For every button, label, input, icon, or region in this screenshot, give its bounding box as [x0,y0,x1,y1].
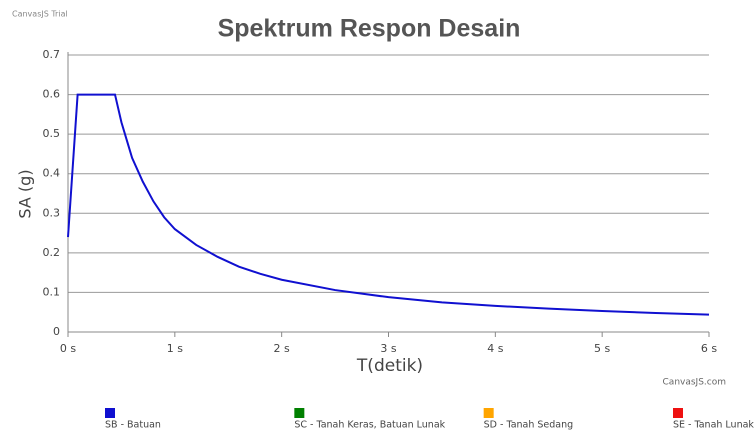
x-tick-label: 5 s [594,342,610,355]
credit: CanvasJS Trial [12,10,68,19]
legend-label: SC - Tanah Keras, Batuan Lunak [294,420,445,431]
legend-label: SE - Tanah Lunak [673,420,754,431]
legend-label: SB - Batuan [105,420,161,431]
x-tick-label: 2 s [274,342,290,355]
x-tick-label: 6 s [701,342,717,355]
y-tick-label: 0.7 [43,48,61,61]
y-tick-label: 0.6 [43,88,61,101]
y-tick-label: 0.4 [43,167,61,180]
legend-label: SD - Tanah Sedang [484,420,574,431]
x-axis-label: T(detik) [356,356,423,376]
y-tick-label: 0.5 [43,127,61,140]
x-tick-label: 0 s [60,342,76,355]
series-line [67,93,710,316]
credit-link[interactable]: CanvasJS.com [663,378,726,388]
y-tick-label: 0.3 [43,206,61,219]
x-tick-label: 1 s [167,342,183,355]
x-tick-label: 3 s [380,342,396,355]
legend-swatch [294,408,305,418]
legend-swatch [673,408,683,418]
y-axis-label: SA (g) [16,169,35,218]
legend-swatch [105,408,115,418]
y-tick-label: 0.1 [43,285,61,298]
x-tick-label: 4 s [487,342,503,355]
y-tick-label: 0.2 [43,246,61,259]
y-tick-label: 0 [53,325,60,338]
chart-title: Spektrum Respon Desain [218,15,521,43]
legend-swatch [483,408,494,418]
